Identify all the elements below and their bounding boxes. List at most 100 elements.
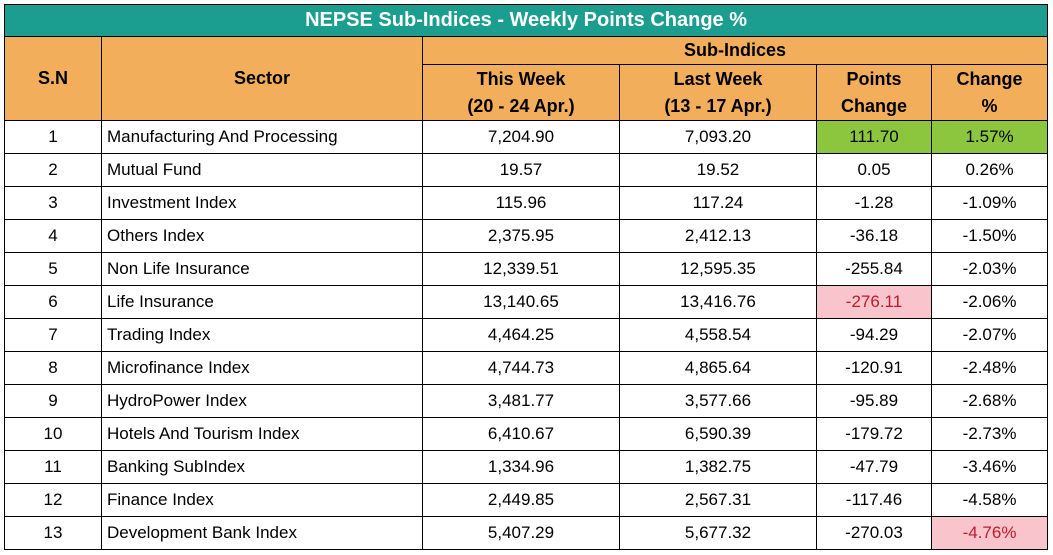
this-week-cell: 12,339.51: [422, 252, 620, 286]
last-week-cell: 117.24: [619, 186, 817, 220]
this-week-cell: 6,410.67: [422, 417, 620, 451]
change-percent-cell: -2.73%: [930, 417, 1049, 451]
change-percent-cell: -2.06%: [930, 285, 1049, 319]
change-percent-cell: 1.57%: [930, 120, 1049, 154]
sector-cell: Hotels And Tourism Index: [101, 417, 423, 451]
this-week-cell: 2,449.85: [422, 483, 620, 517]
change-percent-cell: -4.76%: [930, 516, 1049, 550]
this-week-cell: 115.96: [422, 186, 620, 220]
points-change-header: Points Change: [816, 64, 932, 121]
last-week-cell: 4,558.54: [619, 318, 817, 352]
last-week-range: (13 - 17 Apr.): [664, 95, 772, 116]
points-change-cell: 0.05: [816, 153, 932, 187]
last-week-cell: 2,567.31: [619, 483, 817, 517]
table-row: 7 Trading Index 4,464.25 4,558.54 -94.29 -2.0…: [4, 318, 1049, 352]
last-week-cell: 5,677.32: [619, 516, 817, 550]
table-row: 1 Manufacturing And Processing 7,204.90 7,0…: [4, 120, 1049, 154]
sn-header: S.N: [4, 36, 102, 121]
points-change-cell: -276.11: [816, 285, 932, 319]
points-change-cell: -1.28: [816, 186, 932, 220]
change-percent-cell: 0.26%: [930, 153, 1049, 187]
table-row: 4 Others Index 2,375.95 2,412.13 -36.18 -1.50…: [4, 219, 1049, 253]
table-row: 9 HydroPower Index 3,481.77 3,577.66 -95.89-…: [4, 384, 1049, 418]
last-week-header: Last Week (13 - 17 Apr.): [619, 64, 817, 121]
points-change-cell: -255.84: [816, 252, 932, 286]
sector-cell: Manufacturing And Processing: [101, 120, 423, 154]
this-week-cell: 4,744.73: [422, 351, 620, 385]
sector-cell: Mutual Fund: [101, 153, 423, 187]
change-percent-cell: -2.48%: [930, 351, 1049, 385]
change-percent-label-1: Change: [956, 68, 1023, 89]
sn-cell: 5: [4, 252, 102, 286]
points-change-cell: -47.79: [816, 450, 932, 484]
sn-cell: 10: [4, 417, 102, 451]
change-percent-cell: -2.03%: [930, 252, 1049, 286]
last-week-cell: 19.52: [619, 153, 817, 187]
sn-cell: 3: [4, 186, 102, 220]
sn-cell: 7: [4, 318, 102, 352]
sector-cell: Life Insurance: [101, 285, 423, 319]
points-change-label-2: Change: [840, 95, 907, 116]
points-change-cell: -36.18: [816, 219, 932, 253]
last-week-cell: 7,093.20: [619, 120, 817, 154]
last-week-cell: 12,595.35: [619, 252, 817, 286]
last-week-cell: 13,416.76: [619, 285, 817, 319]
this-week-header: This Week (20 - 24 Apr.): [422, 64, 620, 121]
points-change-cell: -95.89: [816, 384, 932, 418]
last-week-cell: 6,590.39: [619, 417, 817, 451]
sector-cell: HydroPower Index: [101, 384, 423, 418]
points-change-cell: -94.29: [816, 318, 932, 352]
points-change-cell: -117.46: [816, 483, 932, 517]
change-percent-cell: -1.50%: [930, 219, 1049, 253]
last-week-label: Last Week: [673, 68, 763, 89]
sector-cell: Microfinance Index: [101, 351, 423, 385]
sn-cell: 2: [4, 153, 102, 187]
this-week-label: This Week: [476, 68, 566, 89]
sn-cell: 9: [4, 384, 102, 418]
sn-cell: 6: [4, 285, 102, 319]
change-percent-cell: -3.46%: [930, 450, 1049, 484]
points-change-cell: -120.91: [816, 351, 932, 385]
sector-cell: Banking SubIndex: [101, 450, 423, 484]
last-week-cell: 1,382.75: [619, 450, 817, 484]
table-row: 11 Banking SubIndex 1,334.96 1,382.75 -47.79…: [4, 450, 1049, 484]
table-row: 5 Non Life Insurance 12,339.51 12,595.35 -25…: [4, 252, 1049, 286]
last-week-cell: 4,865.64: [619, 351, 817, 385]
table-title: NEPSE Sub-Indices - Weekly Points Change…: [3, 4, 1049, 37]
sn-cell: 13: [4, 516, 102, 550]
this-week-cell: 4,464.25: [422, 318, 620, 352]
table-row: 12 Finance Index 2,449.85 2,567.31 -117.46 -4…: [4, 483, 1049, 517]
change-percent-header: Change %: [930, 64, 1049, 121]
sector-cell: Others Index: [101, 219, 423, 253]
this-week-cell: 19.57: [422, 153, 620, 187]
change-percent-cell: -4.58%: [930, 483, 1049, 517]
sn-cell: 4: [4, 219, 102, 253]
change-percent-cell: -2.68%: [930, 384, 1049, 418]
points-change-cell: -270.03: [816, 516, 932, 550]
sector-cell: Non Life Insurance: [101, 252, 423, 286]
this-week-cell: 3,481.77: [422, 384, 620, 418]
points-change-cell: -179.72: [816, 417, 932, 451]
sector-header: Sector: [101, 36, 423, 121]
this-week-cell: 2,375.95: [422, 219, 620, 253]
sn-cell: 12: [4, 483, 102, 517]
sn-cell: 1: [4, 120, 102, 154]
last-week-cell: 3,577.66: [619, 384, 817, 418]
sector-cell: Finance Index: [101, 483, 423, 517]
table-row: 10 Hotels And Tourism Index 6,410.67 6,590.…: [4, 417, 1049, 451]
sn-cell: 8: [4, 351, 102, 385]
sub-indices-table: NEPSE Sub-Indices - Weekly Points Change…: [3, 4, 1049, 550]
points-change-cell: 111.70: [816, 120, 932, 154]
this-week-cell: 13,140.65: [422, 285, 620, 319]
sn-cell: 11: [4, 450, 102, 484]
sector-cell: Trading Index: [101, 318, 423, 352]
this-week-cell: 5,407.29: [422, 516, 620, 550]
this-week-cell: 1,334.96: [422, 450, 620, 484]
table-row: 8 Microfinance Index 4,744.73 4,865.64 -120.…: [4, 351, 1049, 385]
table-row: 13 Development Bank Index 5,407.29 5,677.32…: [4, 516, 1049, 550]
sub-indices-group-header: Sub-Indices: [421, 36, 1049, 65]
sector-cell: Investment Index: [101, 186, 423, 220]
table-row: 2 Mutual Fund 19.57 19.52 0.05 0.26%: [4, 153, 1049, 187]
this-week-cell: 7,204.90: [422, 120, 620, 154]
table-row: 6 Life Insurance 13,140.65 13,416.76 -276.11…: [4, 285, 1049, 319]
